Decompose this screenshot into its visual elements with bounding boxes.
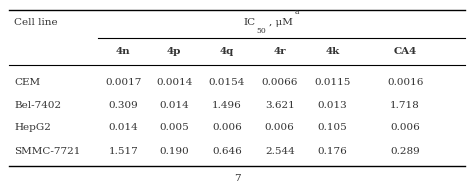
- Text: 1.718: 1.718: [390, 101, 420, 110]
- Text: 3.621: 3.621: [265, 101, 295, 110]
- Text: 4r: 4r: [273, 47, 286, 56]
- Text: 0.0017: 0.0017: [105, 78, 141, 87]
- Text: a: a: [294, 8, 299, 16]
- Text: IC: IC: [243, 18, 255, 27]
- Text: 0.0016: 0.0016: [387, 78, 423, 87]
- Text: 0.105: 0.105: [318, 123, 347, 132]
- Text: 0.190: 0.190: [159, 147, 189, 156]
- Text: Bel-7402: Bel-7402: [14, 101, 61, 110]
- Text: 0.014: 0.014: [109, 123, 138, 132]
- Text: 0.006: 0.006: [212, 123, 242, 132]
- Text: 4n: 4n: [116, 47, 130, 56]
- Text: 0.013: 0.013: [318, 101, 347, 110]
- Text: , μM: , μM: [269, 18, 292, 27]
- Text: 0.005: 0.005: [159, 123, 189, 132]
- Text: 0.176: 0.176: [318, 147, 347, 156]
- Text: 7: 7: [234, 174, 240, 182]
- Text: 0.309: 0.309: [109, 101, 138, 110]
- Text: 1.517: 1.517: [109, 147, 138, 156]
- Text: CA4: CA4: [393, 47, 417, 56]
- Text: 4k: 4k: [326, 47, 340, 56]
- Text: Cell line: Cell line: [14, 18, 58, 27]
- Text: 50: 50: [256, 27, 266, 35]
- Text: 0.0115: 0.0115: [315, 78, 351, 87]
- Text: 2.544: 2.544: [265, 147, 295, 156]
- Text: 1.496: 1.496: [212, 101, 242, 110]
- Text: 0.006: 0.006: [390, 123, 420, 132]
- Text: 4q: 4q: [219, 47, 234, 56]
- Text: SMMC-7721: SMMC-7721: [14, 147, 81, 156]
- Text: 4p: 4p: [167, 47, 182, 56]
- Text: 0.646: 0.646: [212, 147, 242, 156]
- Text: 0.289: 0.289: [390, 147, 420, 156]
- Text: 0.0066: 0.0066: [262, 78, 298, 87]
- Text: 0.0154: 0.0154: [209, 78, 245, 87]
- Text: CEM: CEM: [14, 78, 40, 87]
- Text: HepG2: HepG2: [14, 123, 51, 132]
- Text: 0.006: 0.006: [265, 123, 295, 132]
- Text: 0.0014: 0.0014: [156, 78, 192, 87]
- Text: 0.014: 0.014: [159, 101, 189, 110]
